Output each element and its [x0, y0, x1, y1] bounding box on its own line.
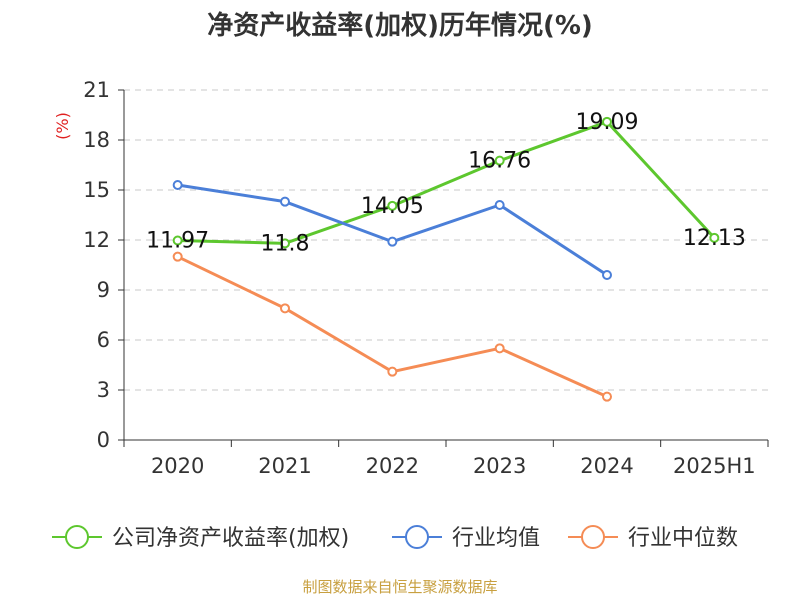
data-label: 14.05: [361, 194, 424, 219]
series-line: [177, 120, 716, 245]
data-label: 19.09: [576, 110, 639, 135]
data-point[interactable]: [602, 116, 612, 127]
data-point[interactable]: [172, 180, 183, 190]
data-point[interactable]: [709, 232, 720, 243]
data-point[interactable]: [494, 200, 505, 210]
data-labels: 11.97 11.8 14.05 16.76 19.09 12.13: [146, 110, 746, 256]
data-label: 16.76: [468, 149, 531, 174]
y-tick-label: 9: [97, 278, 110, 302]
x-tick-label: 2024: [580, 454, 633, 478]
x-tick-label: 2023: [473, 454, 526, 478]
data-point[interactable]: [494, 155, 505, 166]
legend[interactable]: 公司净资产收益率(加权) 行业均值 行业中位数: [52, 525, 738, 551]
y-tick-label: 12: [83, 228, 110, 252]
x-tick-label: 2021: [258, 454, 311, 478]
source-note: 制图数据来自恒生聚源数据库: [302, 578, 497, 596]
x-tick-label: 2025H1: [673, 454, 756, 478]
legend-item[interactable]: 公司净资产收益率(加权): [52, 525, 349, 551]
data-point[interactable]: [280, 238, 290, 249]
data-point[interactable]: [387, 200, 398, 211]
legend-swatch-marker: [581, 525, 605, 549]
y-tick-label: 18: [83, 128, 110, 152]
x-tick-label: 2020: [151, 454, 204, 478]
data-label: 11.97: [146, 229, 209, 254]
data-point[interactable]: [387, 236, 398, 247]
legend-label: 行业中位数: [628, 526, 738, 551]
series-layer: [172, 116, 720, 402]
legend-swatch-marker: [405, 525, 429, 549]
data-point[interactable]: [602, 270, 612, 280]
y-axis-label: (%): [53, 112, 72, 140]
y-tick-label: 0: [97, 428, 110, 452]
data-label: 11.8: [261, 231, 310, 256]
x-tick-label: 2022: [366, 454, 419, 478]
data-point[interactable]: [172, 251, 183, 262]
data-label: 12.13: [683, 226, 746, 251]
legend-swatch-marker: [65, 525, 89, 549]
data-point[interactable]: [172, 235, 183, 246]
y-tick-label: 3: [97, 378, 110, 402]
data-point[interactable]: [494, 343, 505, 354]
legend-item[interactable]: 行业均值: [392, 525, 540, 551]
axes: 0 3 6 9 12 15 18 21 2020 2021 2022 2023 2024 2025H1: [83, 78, 769, 478]
data-point[interactable]: [280, 196, 290, 207]
grid: [124, 89, 768, 391]
data-point[interactable]: [280, 303, 290, 314]
y-tick-label: 6: [97, 328, 110, 352]
chart-title: 净资产收益率(加权)历年情况(%): [207, 10, 593, 41]
legend-item[interactable]: 行业中位数: [568, 525, 738, 551]
y-tick-label: 15: [83, 178, 110, 202]
data-point[interactable]: [602, 391, 612, 402]
y-tick-label: 21: [83, 78, 110, 102]
legend-label: 行业均值: [452, 526, 540, 551]
legend-label: 公司净资产收益率(加权): [112, 526, 349, 551]
data-point[interactable]: [387, 366, 398, 377]
